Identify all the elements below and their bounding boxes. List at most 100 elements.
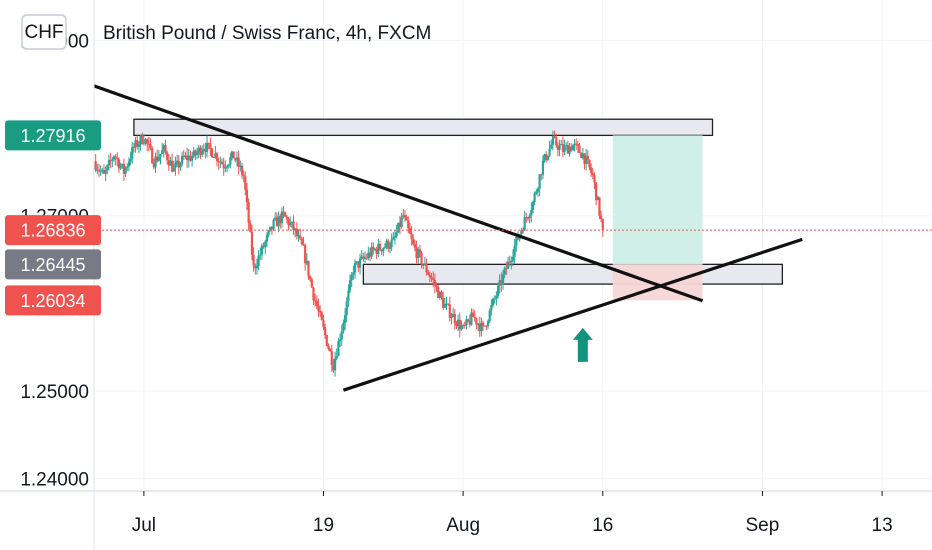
candle <box>588 159 591 171</box>
candle <box>397 222 400 234</box>
candle-body <box>432 278 435 280</box>
candle <box>325 334 328 347</box>
candle <box>322 315 325 331</box>
candle-body <box>425 263 428 273</box>
candle <box>259 247 262 261</box>
candle <box>360 250 363 261</box>
candle <box>561 136 564 158</box>
candle <box>299 228 302 240</box>
candle <box>94 154 97 173</box>
candle-body <box>398 222 402 227</box>
candle-body <box>186 155 189 161</box>
candle-body <box>385 240 388 247</box>
candle-body <box>555 137 558 146</box>
candle <box>254 263 257 275</box>
price-badge: 1.26445 <box>5 249 101 280</box>
descending-trendline[interactable] <box>93 84 704 303</box>
candle <box>192 146 195 159</box>
candle-body <box>435 285 438 287</box>
candle-body <box>362 256 365 259</box>
candle-body <box>156 156 159 161</box>
candle-body <box>475 318 478 325</box>
candle <box>438 290 441 300</box>
candle-body <box>590 167 593 173</box>
candle <box>200 145 204 158</box>
candle <box>154 152 157 173</box>
candle-body <box>162 145 165 151</box>
candle <box>488 308 491 324</box>
candle-body <box>367 252 370 259</box>
candle <box>601 218 604 237</box>
candle-body <box>337 341 340 357</box>
candle <box>177 154 180 175</box>
candle-body <box>262 245 265 248</box>
candle <box>392 232 395 241</box>
candle <box>227 163 230 169</box>
profit-area[interactable] <box>612 135 703 265</box>
candle <box>137 141 140 154</box>
candle <box>255 258 259 275</box>
candle <box>131 141 134 164</box>
candle-body <box>240 165 244 175</box>
candle <box>553 130 556 139</box>
candle-body <box>144 139 147 142</box>
candle-body <box>556 145 559 150</box>
candle <box>280 207 283 228</box>
candle-body <box>373 249 377 251</box>
candle <box>189 150 192 162</box>
candle <box>169 156 172 166</box>
time-axis[interactable]: Jul 19 Aug 16 Sep 13 <box>132 491 893 536</box>
candle-body <box>245 189 249 203</box>
candle <box>355 261 358 265</box>
candle <box>307 260 310 281</box>
candle-body <box>348 280 352 291</box>
candle <box>190 152 194 167</box>
candle <box>207 142 210 150</box>
candle-body <box>141 135 144 144</box>
candle-body <box>182 155 185 158</box>
annotations <box>94 229 932 362</box>
candle-body <box>132 146 136 148</box>
candle <box>309 275 312 282</box>
candle-body <box>347 290 350 302</box>
candle <box>156 149 159 163</box>
candle-body <box>563 146 566 152</box>
candle <box>234 157 237 163</box>
candle-body <box>601 218 604 231</box>
candle <box>282 206 285 219</box>
candle-body <box>433 279 436 286</box>
candle <box>184 152 187 159</box>
candle-body <box>480 322 483 332</box>
candle <box>357 261 360 273</box>
candle-body <box>277 216 280 227</box>
candle <box>343 308 347 331</box>
candle <box>480 317 483 337</box>
candle <box>285 214 288 224</box>
candle <box>347 284 350 308</box>
candle <box>490 299 493 316</box>
candle-body <box>314 300 317 302</box>
candle-body <box>242 174 245 177</box>
candle-body <box>422 264 425 266</box>
candle <box>151 146 154 164</box>
candle <box>317 298 320 317</box>
candle <box>146 138 149 152</box>
candle <box>433 273 436 294</box>
candle-body <box>184 155 187 158</box>
candle <box>523 210 526 231</box>
candle-body <box>244 176 247 190</box>
candle-body <box>586 155 589 160</box>
candle <box>548 140 551 157</box>
candle-body <box>338 339 342 342</box>
position-tool[interactable] <box>612 135 703 301</box>
candle-body <box>388 247 392 249</box>
trendlines[interactable] <box>93 84 803 392</box>
candle <box>405 214 408 221</box>
candle <box>217 157 220 170</box>
candle-body <box>187 155 190 161</box>
candle <box>541 155 545 180</box>
ascending-trendline[interactable] <box>342 237 803 392</box>
candle-body <box>407 220 410 229</box>
candle <box>172 160 175 172</box>
